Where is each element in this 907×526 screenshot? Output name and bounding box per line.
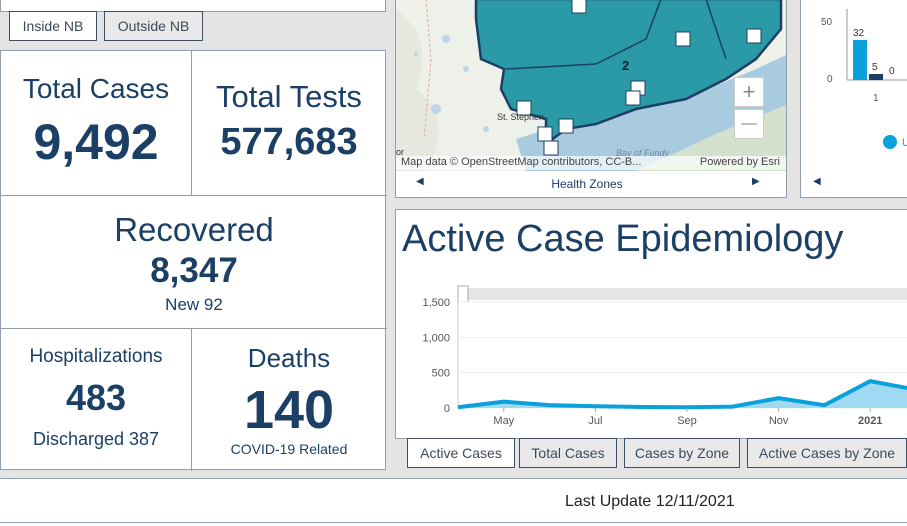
x-tick-label: Nov [769, 415, 789, 427]
epi-title: Active Case Epidemiology [402, 218, 844, 260]
zoom-out-button[interactable]: — [734, 109, 764, 139]
footer-divider [0, 522, 907, 523]
map-attribution: Map data © OpenStreetMap contributors, C… [396, 156, 786, 170]
mini-y-tick: 50 [821, 17, 833, 28]
total-cases-label: Total Cases [22, 73, 170, 104]
hospitalizations-value: 483 [65, 377, 127, 418]
mini-y-tick: 0 [827, 74, 833, 85]
tab-inside-nb[interactable]: Inside NB [9, 11, 97, 41]
tab-outside-nb[interactable]: Outside NB [104, 11, 203, 41]
y-tick-label: 1,000 [422, 332, 450, 344]
epi-panel: Active Case Epidemiology 1,500 1,000 500 0 M… [395, 209, 907, 439]
total-tests-label: Total Tests [216, 79, 362, 114]
divider [1, 195, 387, 196]
divider [1, 328, 387, 329]
recovered-label: Recovered [114, 211, 274, 248]
mini-bar-label: 5 [872, 62, 878, 73]
mini-bar-label: 32 [853, 28, 865, 39]
y-tick-label: 0 [444, 403, 450, 415]
legend-dot [883, 135, 897, 149]
mini-bar-label: 0 [889, 66, 895, 77]
y-tick-label: 500 [432, 368, 450, 380]
svg-text:or: or [396, 147, 404, 157]
total-tests-value: 577,683 [220, 121, 358, 163]
next-arrow-icon[interactable]: ▶ [752, 176, 760, 187]
divider [191, 51, 192, 195]
powered-by-esri[interactable]: Powered by Esri [699, 156, 780, 168]
active-cases-chart[interactable]: 1,500 1,000 500 0 May Jul Sep Nov 2021 [396, 280, 907, 439]
recovered-value: 8,347 [150, 251, 238, 290]
attribution-text: Map data © OpenStreetMap contributors, C… [401, 156, 642, 168]
hospital-icon [516, 0, 762, 156]
recovered-new: New 92 [165, 295, 223, 314]
prev-arrow-icon[interactable]: ◀ [416, 176, 424, 187]
svg-text:Bay of Fundy: Bay of Fundy [616, 148, 670, 158]
mini-prev-arrow-icon[interactable]: ◀ [813, 176, 821, 187]
footer-panel: Last Update 12/11/2021 [0, 478, 907, 526]
y-tick-label: 1,500 [422, 297, 450, 309]
svg-text:St. Stephen: St. Stephen [497, 112, 544, 122]
mini-x-label: 1 [873, 93, 879, 104]
zone-number: 2 [622, 58, 629, 73]
total-cases-value: 9,492 [33, 114, 159, 170]
legend-text: U [902, 137, 907, 149]
time-slider-handle[interactable] [457, 285, 469, 303]
tab-cases-by-zone[interactable]: Cases by Zone [624, 438, 740, 468]
zone-navigator: ◀ Health Zones ▶ [406, 172, 768, 194]
tab-active-cases-by-zone[interactable]: Active Cases by Zone [747, 438, 907, 468]
tab-active-cases[interactable]: Active Cases [407, 438, 515, 468]
zoom-in-button[interactable]: + [734, 77, 764, 107]
mini-bar-chart: 50 0 32 5 0 1 U [821, 9, 907, 149]
x-tick-label: May [493, 415, 514, 427]
divider [191, 328, 192, 471]
stats-panel: Total Cases 9,492 Total Tests 577,683 Re… [0, 50, 387, 471]
x-tick-label: 2021 [858, 415, 882, 427]
x-tick-label: Jul [588, 415, 602, 427]
health-zones-map[interactable]: 2 St. Stephen Bay of Fundy or [396, 0, 787, 171]
mini-chart-panel: 50 0 32 5 0 1 U ◀ [800, 0, 907, 198]
x-tick-label: Sep [677, 415, 697, 427]
deaths-label: Deaths [247, 343, 331, 373]
map-panel: 2 St. Stephen Bay of Fundy or + — Map da… [395, 0, 787, 198]
last-update-text: Last Update 12/11/2021 [565, 493, 735, 510]
deaths-value: 140 [243, 380, 335, 440]
active-cases-line [457, 379, 907, 410]
hospitalizations-label: Hospitalizations [29, 346, 163, 367]
mini-bar [853, 40, 867, 80]
discharged-text: Discharged 387 [32, 429, 160, 449]
mini-bar [869, 74, 883, 80]
health-zones-label: Health Zones [551, 177, 623, 191]
deaths-sub: COVID-19 Related [230, 441, 348, 457]
time-slider-track [458, 288, 907, 300]
tab-total-cases[interactable]: Total Cases [519, 438, 617, 468]
